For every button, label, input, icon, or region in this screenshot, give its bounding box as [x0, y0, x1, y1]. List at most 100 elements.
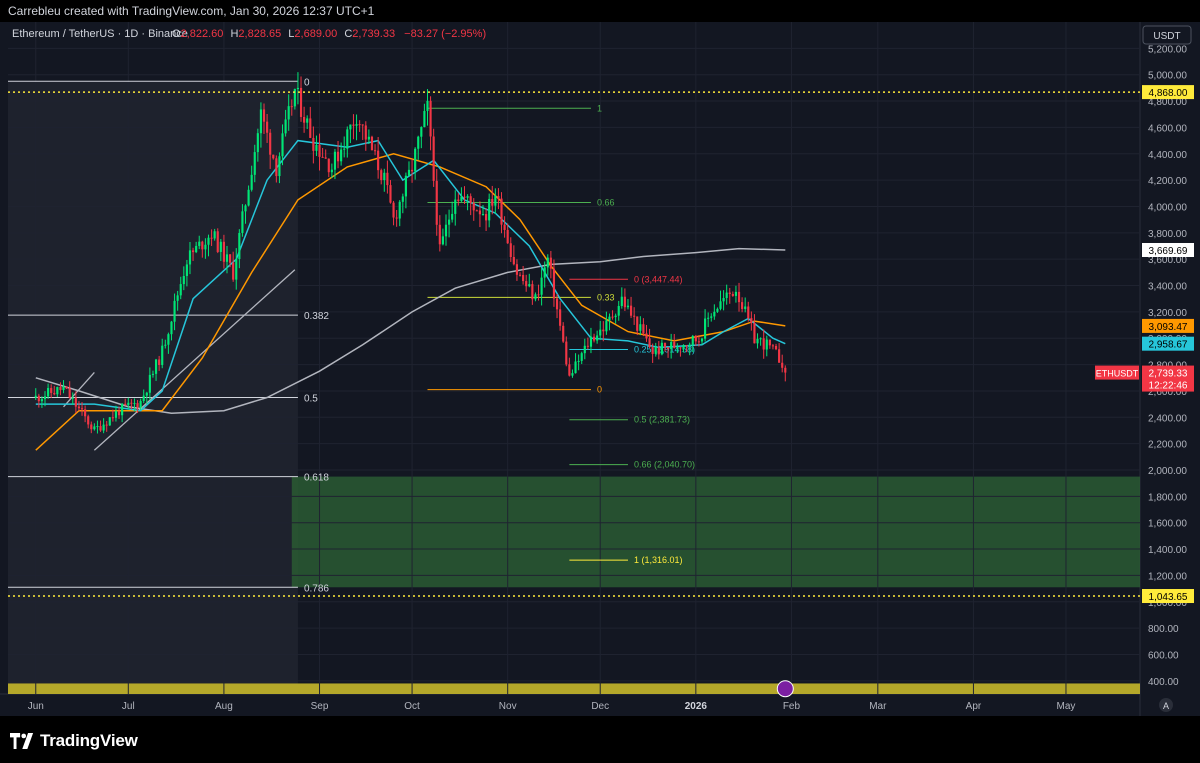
candle-body[interactable]: [626, 305, 630, 308]
candle-body[interactable]: [383, 172, 386, 181]
candle-body[interactable]: [451, 213, 454, 220]
candle-body[interactable]: [666, 347, 670, 349]
candle-body[interactable]: [312, 137, 315, 151]
candle-body[interactable]: [586, 345, 589, 347]
candle-body[interactable]: [768, 339, 771, 346]
candle-body[interactable]: [188, 250, 192, 265]
candle-body[interactable]: [555, 298, 559, 310]
candle-body[interactable]: [90, 424, 93, 430]
candle-body[interactable]: [420, 127, 423, 137]
candle-body[interactable]: [648, 338, 651, 348]
candle-body[interactable]: [534, 294, 537, 300]
candle-body[interactable]: [734, 291, 738, 296]
candle-body[interactable]: [133, 403, 136, 405]
candle-body[interactable]: [333, 151, 337, 170]
candle-body[interactable]: [608, 316, 611, 321]
candle-body[interactable]: [756, 338, 759, 344]
candle-body[interactable]: [290, 106, 293, 108]
candle-body[interactable]: [275, 158, 278, 177]
candle-body[interactable]: [330, 169, 333, 173]
candle-body[interactable]: [284, 119, 287, 134]
candle-body[interactable]: [571, 373, 574, 376]
candle-body[interactable]: [318, 144, 321, 157]
candle-body[interactable]: [488, 198, 491, 221]
candle-body[interactable]: [611, 316, 614, 318]
candle-body[interactable]: [145, 392, 148, 396]
candle-body[interactable]: [682, 345, 685, 349]
candle-body[interactable]: [47, 388, 50, 397]
candle-body[interactable]: [580, 353, 583, 361]
candle-body[interactable]: [522, 275, 525, 282]
candle-body[interactable]: [296, 87, 300, 90]
candle-body[interactable]: [355, 124, 358, 126]
candle-body[interactable]: [694, 335, 697, 342]
candle-body[interactable]: [642, 324, 645, 334]
candle-body[interactable]: [700, 338, 704, 342]
candle-body[interactable]: [460, 196, 463, 201]
candle-body[interactable]: [287, 106, 290, 120]
tradingview-logo[interactable]: TradingView: [10, 730, 138, 752]
candle-body[interactable]: [546, 257, 549, 268]
candle-body[interactable]: [340, 149, 343, 162]
candle-body[interactable]: [741, 302, 744, 309]
candle-body[interactable]: [657, 347, 660, 355]
candle-body[interactable]: [370, 136, 374, 151]
candle-body[interactable]: [198, 241, 201, 246]
candle-body[interactable]: [244, 205, 247, 212]
candle-body[interactable]: [629, 305, 633, 316]
candle-body[interactable]: [438, 224, 441, 245]
candle-body[interactable]: [620, 296, 623, 307]
candle-body[interactable]: [784, 367, 787, 373]
candle-body[interactable]: [577, 360, 580, 362]
candle-body[interactable]: [343, 148, 346, 150]
currency-selector[interactable]: [1142, 25, 1192, 45]
candle-body[interactable]: [232, 262, 235, 280]
candle-body[interactable]: [509, 243, 512, 257]
candle-body[interactable]: [327, 158, 330, 173]
candle-body[interactable]: [99, 426, 102, 431]
candle-body[interactable]: [102, 424, 105, 431]
candle-body[interactable]: [599, 329, 602, 336]
candle-body[interactable]: [272, 154, 275, 159]
candle-body[interactable]: [124, 403, 127, 405]
candle-body[interactable]: [392, 202, 395, 218]
candle-body[interactable]: [74, 397, 77, 407]
candle-body[interactable]: [728, 292, 731, 294]
candle-body[interactable]: [50, 388, 53, 393]
candle-body[interactable]: [633, 315, 636, 317]
candle-body[interactable]: [299, 87, 303, 117]
candle-body[interactable]: [744, 306, 747, 309]
candle-body[interactable]: [725, 292, 728, 299]
candle-body[interactable]: [737, 291, 741, 303]
candle-body[interactable]: [229, 254, 232, 263]
candle-body[interactable]: [266, 121, 269, 133]
candle-body[interactable]: [324, 157, 327, 159]
candle-body[interactable]: [210, 237, 213, 239]
candle-body[interactable]: [114, 411, 118, 418]
candle-body[interactable]: [432, 136, 435, 181]
candle-body[interactable]: [515, 264, 519, 275]
candle-body[interactable]: [139, 400, 142, 408]
candle-body[interactable]: [136, 403, 139, 408]
candle-body[interactable]: [269, 132, 272, 155]
candle-body[interactable]: [500, 198, 503, 225]
candle-body[interactable]: [568, 364, 571, 376]
candle-body[interactable]: [478, 210, 482, 215]
candle-body[interactable]: [592, 336, 596, 341]
candle-body[interactable]: [759, 338, 762, 340]
candle-body[interactable]: [96, 426, 99, 428]
candle-body[interactable]: [654, 347, 657, 354]
candle-body[interactable]: [512, 256, 515, 265]
candle-body[interactable]: [753, 322, 756, 344]
candle-body[interactable]: [336, 151, 340, 162]
candle-body[interactable]: [543, 267, 546, 278]
candle-body[interactable]: [614, 315, 617, 318]
candle-body[interactable]: [364, 125, 367, 140]
candle-body[interactable]: [645, 333, 648, 339]
candle-body[interactable]: [778, 349, 781, 363]
candle-body[interactable]: [707, 317, 710, 319]
candle-body[interactable]: [481, 214, 485, 216]
candle-body[interactable]: [361, 124, 364, 126]
candle-body[interactable]: [278, 156, 281, 177]
candle-body[interactable]: [676, 347, 679, 349]
